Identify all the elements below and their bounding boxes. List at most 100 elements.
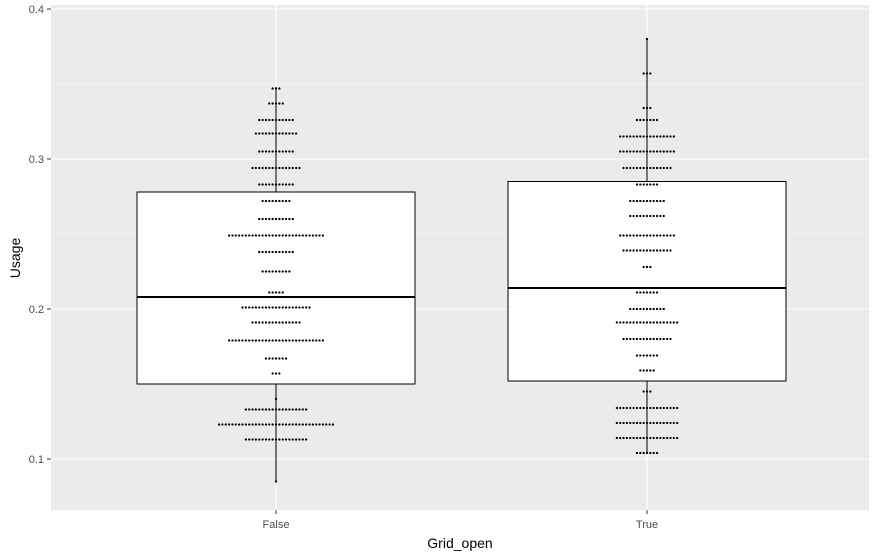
data-dot — [268, 357, 271, 360]
data-dot — [281, 291, 284, 294]
data-dot — [284, 183, 288, 186]
data-dot — [642, 421, 645, 425]
data-dot — [655, 199, 659, 203]
data-dot — [274, 102, 278, 105]
data-dot — [652, 199, 655, 203]
data-dot — [301, 339, 304, 342]
data-dot — [254, 438, 258, 441]
data-dot — [676, 436, 679, 440]
data-dot — [227, 234, 231, 237]
data-dot — [625, 421, 629, 425]
data-dot — [274, 118, 278, 122]
data-dot — [264, 438, 268, 441]
data-dot — [241, 306, 244, 309]
data-dot — [659, 135, 662, 138]
iqr-box — [507, 181, 787, 382]
data-dot — [645, 214, 649, 218]
data-dot — [281, 339, 284, 342]
data-dot — [652, 369, 655, 372]
data-dot — [659, 406, 662, 410]
data-dot — [264, 199, 268, 203]
data-dot — [669, 234, 672, 237]
data-dot — [278, 306, 281, 309]
data-dot — [649, 166, 652, 170]
data-dot — [652, 354, 655, 357]
iqr-box — [136, 191, 416, 385]
data-dot — [271, 87, 274, 90]
data-dot — [281, 321, 284, 324]
data-dot — [669, 436, 672, 440]
data-dot — [288, 166, 291, 170]
data-dot — [251, 234, 254, 237]
data-dot — [261, 118, 264, 122]
data-dot — [645, 249, 649, 252]
data-dot — [639, 291, 642, 294]
data-dot — [264, 234, 268, 237]
data-dot — [662, 421, 665, 425]
data-dot — [652, 436, 655, 440]
data-dot — [271, 132, 274, 135]
data-dot — [639, 354, 642, 357]
data-dot — [311, 423, 314, 426]
data-dot — [244, 408, 248, 411]
data-dot — [278, 166, 281, 170]
data-dot — [291, 132, 294, 135]
data-dot — [234, 339, 237, 342]
data-dot — [231, 234, 234, 237]
data-dot — [659, 199, 662, 203]
data-dot — [629, 406, 632, 410]
data-dot — [284, 321, 288, 324]
data-dot — [645, 183, 649, 186]
data-dot — [278, 372, 281, 375]
data-dot — [288, 438, 291, 441]
data-dot — [622, 421, 625, 425]
data-dot — [274, 250, 278, 254]
data-dot — [308, 423, 311, 426]
data-dot — [294, 234, 298, 237]
data-dot — [264, 183, 268, 186]
data-dot — [639, 307, 642, 311]
data-dot — [639, 214, 642, 218]
data-dot — [258, 306, 261, 309]
data-dot — [331, 423, 335, 426]
data-dot — [254, 132, 258, 135]
data-dot — [234, 423, 237, 426]
data-dot — [288, 250, 291, 254]
data-dot — [615, 421, 618, 425]
data-dot — [652, 234, 655, 237]
data-dot — [635, 135, 639, 138]
data-dot — [619, 150, 622, 153]
data-dot — [655, 183, 659, 186]
data-dot — [635, 150, 639, 153]
data-dot — [311, 339, 314, 342]
data-dot — [274, 438, 278, 441]
data-dot — [231, 339, 234, 342]
data-dot — [652, 249, 655, 252]
data-dot — [301, 234, 304, 237]
y-tick-label: 0.1 — [29, 454, 44, 466]
data-dot — [645, 451, 649, 455]
data-dot — [294, 423, 298, 426]
data-dot — [676, 321, 679, 324]
data-dot — [238, 423, 241, 426]
data-dot — [274, 199, 278, 203]
data-dot — [318, 234, 321, 237]
data-dot — [662, 150, 665, 153]
data-dot — [305, 234, 308, 237]
data-dot — [659, 436, 662, 440]
data-dot — [274, 132, 278, 135]
data-dot — [642, 183, 645, 186]
data-dot — [291, 339, 294, 342]
data-dot — [642, 354, 645, 357]
data-dot — [268, 183, 271, 186]
data-dot — [305, 423, 308, 426]
data-dot — [258, 150, 261, 153]
data-dot — [274, 306, 278, 309]
data-dot — [278, 250, 281, 254]
data-dot — [645, 390, 649, 393]
data-dot — [268, 150, 271, 153]
data-dot — [315, 234, 318, 237]
data-dot — [652, 451, 655, 455]
data-dot — [645, 118, 649, 122]
dot-marks — [217, 37, 679, 483]
